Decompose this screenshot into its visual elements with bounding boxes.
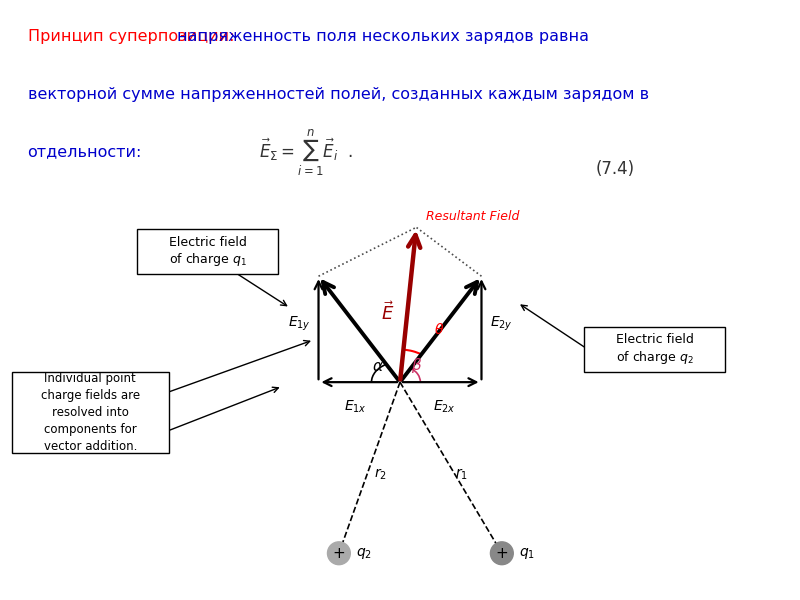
Text: напряженность поля нескольких зарядов равна: напряженность поля нескольких зарядов ра… [177, 29, 589, 44]
Text: $q_1$: $q_1$ [519, 546, 535, 561]
Text: (7.4): (7.4) [596, 160, 635, 178]
Text: Принцип суперпозиции:: Принцип суперпозиции: [27, 29, 234, 44]
Text: $\beta$: $\beta$ [410, 356, 422, 375]
Text: $r_2$: $r_2$ [374, 467, 386, 482]
Text: $E_{2x}$: $E_{2x}$ [434, 398, 456, 415]
FancyBboxPatch shape [584, 327, 726, 372]
Circle shape [490, 542, 514, 565]
Text: $\alpha$: $\alpha$ [372, 359, 383, 374]
Text: $+$: $+$ [495, 546, 509, 561]
Circle shape [327, 542, 350, 565]
Text: $r_1$: $r_1$ [455, 467, 468, 482]
Text: $\vec{E}$: $\vec{E}$ [381, 301, 394, 324]
Text: $E_{2y}$: $E_{2y}$ [490, 315, 513, 333]
Text: Electric field
of charge $q_1$: Electric field of charge $q_1$ [169, 236, 247, 268]
Text: векторной сумме напряженностей полей, созданных каждым зарядом в: векторной сумме напряженностей полей, со… [27, 87, 649, 102]
Text: $+$: $+$ [332, 546, 346, 561]
FancyBboxPatch shape [12, 372, 169, 454]
Text: $\vec{E}_{\Sigma} = \sum_{i=1}^{n} \vec{E}_{i}$  .: $\vec{E}_{\Sigma} = \sum_{i=1}^{n} \vec{… [259, 128, 354, 178]
Text: отдельности:: отдельности: [27, 145, 142, 160]
Text: $q_2$: $q_2$ [357, 546, 373, 561]
FancyBboxPatch shape [138, 229, 278, 274]
Text: $E_{1y}$: $E_{1y}$ [287, 315, 310, 333]
Text: Resultant Field: Resultant Field [426, 210, 520, 223]
Text: $E_{1x}$: $E_{1x}$ [344, 398, 366, 415]
Text: Individual point
charge fields are
resolved into
components for
vector addition.: Individual point charge fields are resol… [41, 372, 140, 453]
Text: Electric field
of charge $q_2$: Electric field of charge $q_2$ [616, 334, 694, 366]
Text: $\theta$: $\theta$ [434, 322, 444, 337]
